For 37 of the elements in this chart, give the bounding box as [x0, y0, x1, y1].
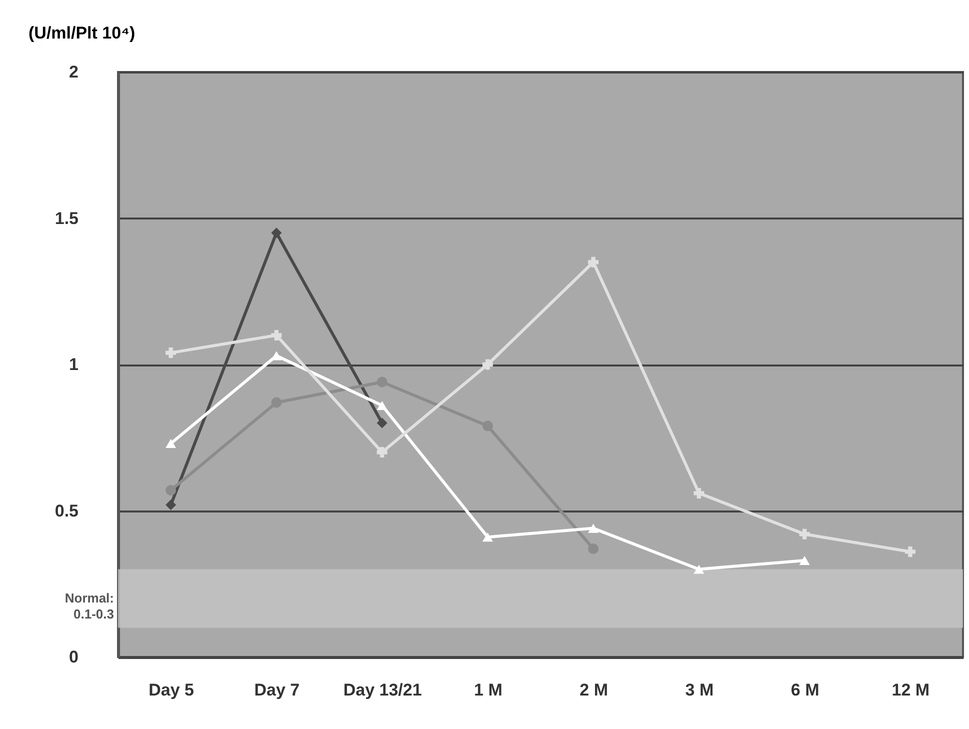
point [166, 485, 176, 496]
point [376, 400, 388, 410]
x-tick-label: 6 M [790, 680, 820, 700]
point [271, 330, 282, 340]
y-tick-label: 2 [69, 62, 78, 82]
x-tick-label: 1 M [474, 680, 502, 700]
point [376, 418, 388, 428]
point [482, 532, 493, 542]
point [799, 556, 810, 566]
x-tick-label: 12 M [892, 680, 930, 700]
x-tick-label: Day 5 [148, 680, 194, 700]
y-tick-label: 1.5 [54, 208, 78, 228]
point [799, 528, 810, 540]
point [271, 397, 282, 408]
point [376, 447, 388, 458]
y-axis-title: (U/ml/Plt 10⁴) [28, 24, 136, 42]
point [166, 500, 176, 510]
point [588, 544, 599, 554]
y-tick-label: 1 [69, 355, 78, 374]
x-tick-label: 3 M [685, 680, 714, 700]
x-tick-label: Day 13/21 [343, 680, 422, 700]
point [482, 359, 493, 370]
point [166, 438, 176, 448]
point [376, 376, 388, 388]
point [166, 348, 176, 358]
point [694, 564, 704, 574]
point [904, 546, 916, 557]
x-tick-label: Day 7 [254, 680, 300, 700]
x-tick-label: 2 M [580, 680, 608, 700]
point [588, 256, 599, 268]
y-tick-label: 0.5 [54, 501, 78, 520]
point [588, 524, 599, 533]
point [271, 228, 282, 238]
y-tick-label: 0 [69, 648, 78, 666]
point [694, 488, 704, 498]
band-label: Normal: 0.1-0.3 [64, 590, 114, 622]
point [482, 420, 493, 432]
